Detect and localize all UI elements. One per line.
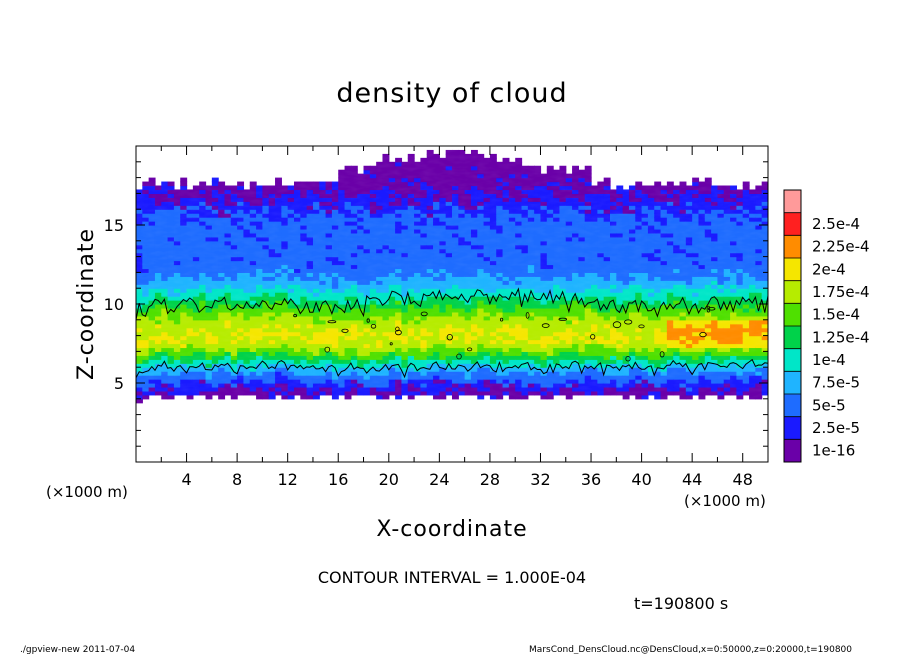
chart-title: density of cloud <box>336 78 567 109</box>
heatmap-field <box>136 146 768 462</box>
